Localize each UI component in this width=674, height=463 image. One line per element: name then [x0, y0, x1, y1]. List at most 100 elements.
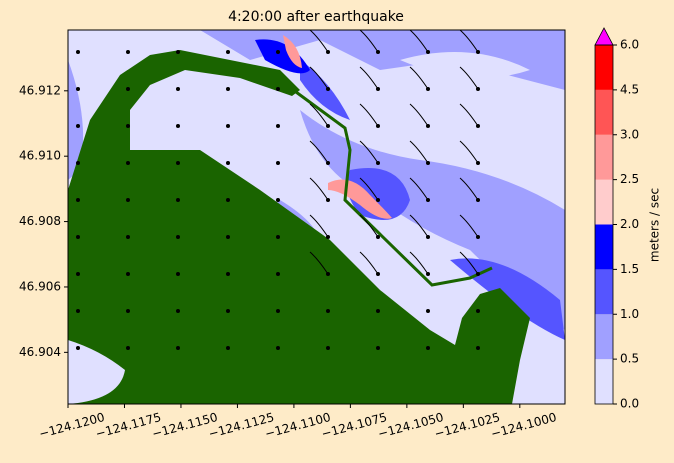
velocity-dot — [126, 124, 130, 128]
velocity-streak — [459, 30, 479, 53]
colorbar-segment — [595, 45, 613, 90]
colorbar-segment — [595, 134, 613, 180]
colorbar-tick-label: 0.5 — [620, 352, 639, 366]
velocity-dot — [276, 50, 280, 54]
velocity-dot — [176, 124, 180, 128]
velocity-dot — [176, 346, 180, 350]
velocity-dot — [476, 346, 480, 350]
velocity-dot — [426, 346, 430, 350]
velocity-dot — [226, 309, 230, 313]
velocity-dot — [76, 198, 80, 202]
colorbar-tick-label: 1.0 — [620, 307, 639, 321]
y-tick-label: 46.910 — [19, 149, 61, 163]
colorbar-segment — [595, 224, 613, 270]
colorbar-tick-label: 0.0 — [620, 397, 639, 411]
velocity-streak — [309, 103, 329, 127]
velocity-dot — [226, 198, 230, 202]
velocity-dot — [76, 50, 80, 54]
speed-contour — [68, 30, 565, 90]
velocity-streak — [409, 214, 429, 238]
velocity-dot — [226, 50, 230, 54]
velocity-streak — [409, 103, 429, 127]
velocity-streak — [409, 140, 429, 164]
velocity-streak — [359, 251, 379, 275]
velocity-streak — [359, 30, 379, 53]
velocity-streak — [359, 140, 379, 164]
velocity-dot — [76, 235, 80, 239]
velocity-dot — [226, 87, 230, 91]
velocity-streak — [359, 214, 379, 238]
velocity-dot — [326, 346, 330, 350]
velocity-streak — [459, 103, 479, 127]
velocity-dot — [126, 235, 130, 239]
velocity-dot — [76, 309, 80, 313]
velocity-streak — [459, 177, 479, 201]
colorbar-label: meters / sec — [648, 188, 662, 262]
velocity-streak — [309, 30, 329, 53]
velocity-dot — [176, 235, 180, 239]
plot-frame — [67, 29, 566, 405]
velocity-streak — [409, 251, 429, 275]
velocity-dot — [276, 87, 280, 91]
velocity-dot — [226, 124, 230, 128]
velocity-streak — [359, 103, 379, 127]
velocity-dot — [76, 272, 80, 276]
colorbar-tick-label: 4.5 — [620, 82, 639, 96]
land — [68, 50, 530, 404]
y-tick-label: 46.906 — [19, 279, 61, 293]
velocity-streak — [459, 140, 479, 164]
velocity-dot — [126, 50, 130, 54]
speed-contour — [400, 52, 530, 78]
x-tick-label: −124.1000 — [489, 410, 558, 441]
velocity-dot — [126, 346, 130, 350]
velocity-streak — [409, 177, 429, 201]
velocity-dot — [326, 309, 330, 313]
colorbar-segment — [595, 359, 613, 404]
velocity-dot — [226, 235, 230, 239]
velocity-dot — [476, 309, 480, 313]
velocity-dot — [276, 235, 280, 239]
velocity-dot — [76, 87, 80, 91]
y-tick-label: 46.904 — [19, 345, 61, 359]
velocity-dot — [176, 309, 180, 313]
velocity-dot — [376, 309, 380, 313]
speed-contour — [68, 60, 84, 180]
velocity-dot — [126, 272, 130, 276]
velocity-streak — [409, 30, 429, 53]
chart-title: 4:20:00 after earthquake — [228, 9, 404, 25]
velocity-dot — [426, 309, 430, 313]
colorbar-segment — [595, 179, 613, 225]
velocity-streak — [459, 251, 479, 275]
velocity-dot — [176, 161, 180, 165]
velocity-dot — [376, 346, 380, 350]
velocity-streak — [409, 66, 429, 90]
speed-contour — [328, 179, 392, 219]
velocity-dot — [176, 50, 180, 54]
velocity-field — [76, 30, 480, 350]
velocity-dot — [276, 124, 280, 128]
velocity-streak — [309, 177, 329, 201]
velocity-streak — [309, 140, 329, 164]
velocity-dot — [276, 272, 280, 276]
velocity-dot — [176, 198, 180, 202]
colorbar-segment — [595, 314, 613, 360]
velocity-dot — [76, 161, 80, 165]
colorbar-tick-label: 6.0 — [620, 38, 639, 52]
velocity-dot — [176, 272, 180, 276]
colorbar-segment — [595, 89, 613, 135]
velocity-dot — [276, 198, 280, 202]
velocity-dot — [126, 87, 130, 91]
jetty — [295, 90, 493, 287]
colorbar-tick-label: 2.5 — [620, 172, 639, 186]
y-tick-label: 46.912 — [19, 83, 61, 97]
velocity-dot — [176, 87, 180, 91]
y-tick-label: 46.908 — [19, 214, 61, 228]
velocity-dot — [126, 161, 130, 165]
velocity-streak — [309, 66, 329, 90]
velocity-streak — [459, 66, 479, 90]
colorbar-extension — [594, 27, 614, 46]
velocity-dot — [126, 198, 130, 202]
water — [68, 340, 125, 404]
velocity-streak — [459, 214, 479, 238]
